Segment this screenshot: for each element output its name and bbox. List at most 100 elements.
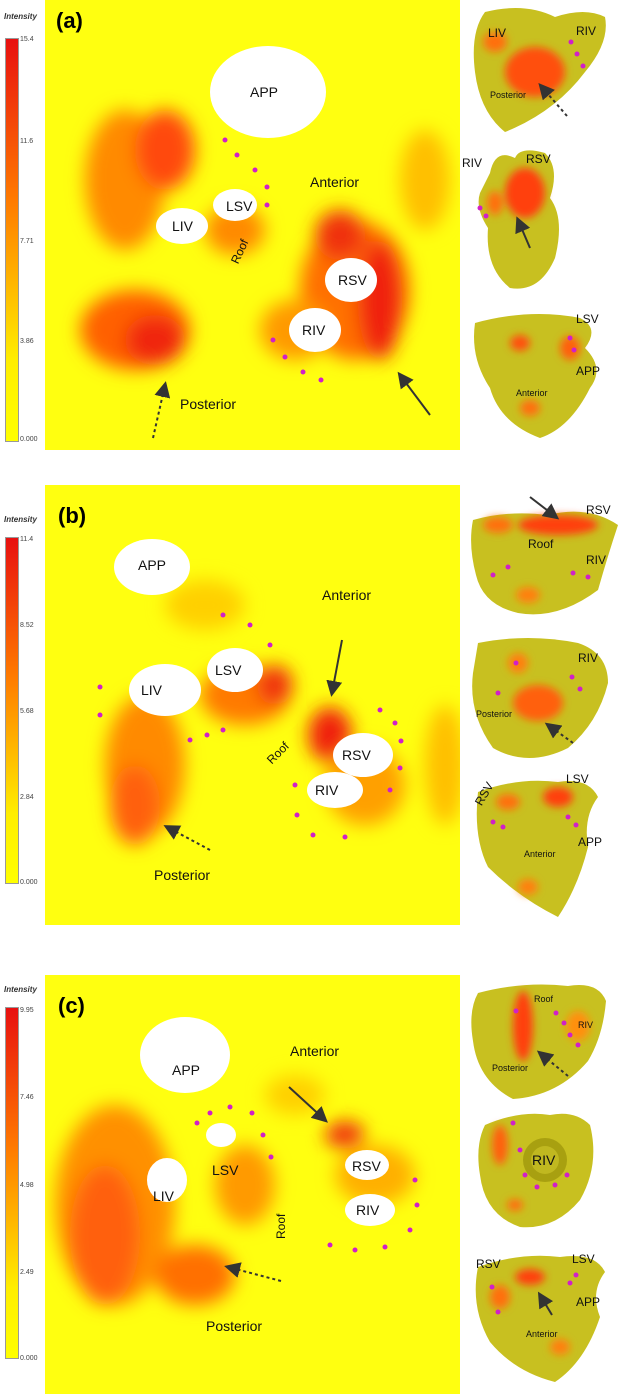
colorbar-tick: 7.71 xyxy=(20,238,34,245)
colorbar-tick: 8.52 xyxy=(20,622,34,629)
lsv-hole xyxy=(206,1123,236,1147)
model-label: Roof xyxy=(534,994,554,1004)
colorbar-tick: 15.4 xyxy=(20,36,34,43)
model-label: RIV xyxy=(576,24,597,38)
model-label: RSV xyxy=(586,503,611,517)
app-hole xyxy=(114,539,190,595)
lsv-hole xyxy=(207,648,263,692)
model-label: Anterior xyxy=(516,388,548,398)
colorbar-tick: 11.6 xyxy=(20,138,34,145)
panel-b: Intensity 11.4 8.52 5.68 2.84 0.000 xyxy=(0,485,626,925)
label-lsv: LSV xyxy=(215,662,242,678)
label-rsv: RSV xyxy=(338,272,367,288)
atrium-model xyxy=(478,1113,594,1228)
model-label: Anterior xyxy=(524,849,556,859)
panel-c: Intensity 9.95 7.46 4.98 2.49 0.000 (c) xyxy=(0,975,626,1394)
colorbar xyxy=(5,537,19,884)
app-hole xyxy=(210,46,326,138)
label-app: APP xyxy=(138,557,167,573)
model-label: RIV xyxy=(532,1152,556,1168)
atrium-model xyxy=(475,1255,605,1382)
model-label: RIV xyxy=(586,553,607,567)
label-roof: Roof xyxy=(274,1213,288,1239)
model-label: RSV xyxy=(526,152,551,166)
ablation-dots xyxy=(97,612,404,840)
liv-hole xyxy=(129,664,201,716)
label-liv: LIV xyxy=(172,218,194,234)
colorbar-tick: 0.000 xyxy=(20,1355,38,1362)
colorbar-title: Intensity xyxy=(4,985,37,994)
model-label: LIV xyxy=(488,26,507,40)
label-posterior: Posterior xyxy=(206,1318,263,1334)
label-rsv: RSV xyxy=(342,747,371,763)
lsv-hole xyxy=(213,189,257,221)
model-label: Posterior xyxy=(490,90,527,100)
panel-label: (c) xyxy=(58,993,85,1018)
label-anterior: Anterior xyxy=(322,587,372,603)
colorbar-tick: 9.95 xyxy=(20,1007,34,1014)
model-label: APP xyxy=(576,364,601,378)
ablation-dots xyxy=(194,1104,420,1253)
liv-hole xyxy=(156,208,208,244)
colorbar-title: Intensity xyxy=(4,12,37,21)
liv-hole xyxy=(147,1158,187,1202)
colorbar-tick: 0.000 xyxy=(20,436,38,443)
colorbar-tick: 3.86 xyxy=(20,338,34,345)
atrium-model xyxy=(471,496,618,615)
panel-label: (a) xyxy=(56,8,83,33)
colorbar-tick: 11.4 xyxy=(20,536,34,543)
colorbar-tick: 2.49 xyxy=(20,1269,34,1276)
solid-arrow xyxy=(397,371,431,416)
label-anterior: Anterior xyxy=(290,1043,340,1059)
riv-hole xyxy=(289,308,341,352)
model-label: RIV xyxy=(578,651,599,665)
colorbar-tick: 5.68 xyxy=(20,708,34,715)
model-label: RSV xyxy=(476,1257,501,1271)
model-label: Roof xyxy=(528,537,554,551)
model-label: RIV xyxy=(462,156,483,170)
rsv-hole xyxy=(325,258,377,302)
solid-arrow xyxy=(326,639,343,697)
colorbar-title: Intensity xyxy=(4,515,37,524)
model-label: Anterior xyxy=(526,1329,558,1339)
riv-hole xyxy=(345,1194,395,1226)
model-label: APP xyxy=(576,1295,601,1309)
colorbar-tick: 0.000 xyxy=(20,879,38,886)
label-riv: RIV xyxy=(315,782,339,798)
solid-arrow xyxy=(288,1086,328,1123)
label-lsv: LSV xyxy=(212,1162,239,1178)
label-app: APP xyxy=(172,1062,201,1078)
colorbar-tick: 4.98 xyxy=(20,1182,34,1189)
ablation-dots xyxy=(222,137,324,383)
atrium-model xyxy=(472,638,608,758)
colorbar xyxy=(5,38,19,442)
riv-hole xyxy=(307,772,363,808)
atrium-model xyxy=(474,314,597,438)
intensity-map xyxy=(45,485,460,925)
atrium-model xyxy=(476,780,598,917)
model-label: APP xyxy=(578,835,603,849)
model-label: LSV xyxy=(566,772,589,786)
atrium-model xyxy=(471,984,606,1099)
model-label: LSV xyxy=(572,1252,595,1266)
colorbar-tick: 2.84 xyxy=(20,794,34,801)
colorbar xyxy=(5,1007,19,1359)
label-liv: LIV xyxy=(141,682,163,698)
rsv-hole xyxy=(345,1150,389,1180)
model-label: RIV xyxy=(578,1020,594,1030)
rsv-hole xyxy=(333,733,393,777)
atrium-model xyxy=(473,8,606,132)
label-riv: RIV xyxy=(302,322,326,338)
panel-label: (b) xyxy=(58,503,87,528)
intensity-map xyxy=(45,0,460,450)
intensity-map xyxy=(45,975,460,1394)
atrium-model xyxy=(477,150,559,289)
label-anterior: Anterior xyxy=(310,174,360,190)
label-lsv: LSV xyxy=(226,198,253,214)
label-app: APP xyxy=(250,84,279,100)
dashed-arrow xyxy=(163,825,211,851)
model-label: LSV xyxy=(576,312,599,326)
model-label: Posterior xyxy=(476,709,513,719)
colorbar-tick: 7.46 xyxy=(20,1094,34,1101)
app-hole xyxy=(140,1017,230,1093)
